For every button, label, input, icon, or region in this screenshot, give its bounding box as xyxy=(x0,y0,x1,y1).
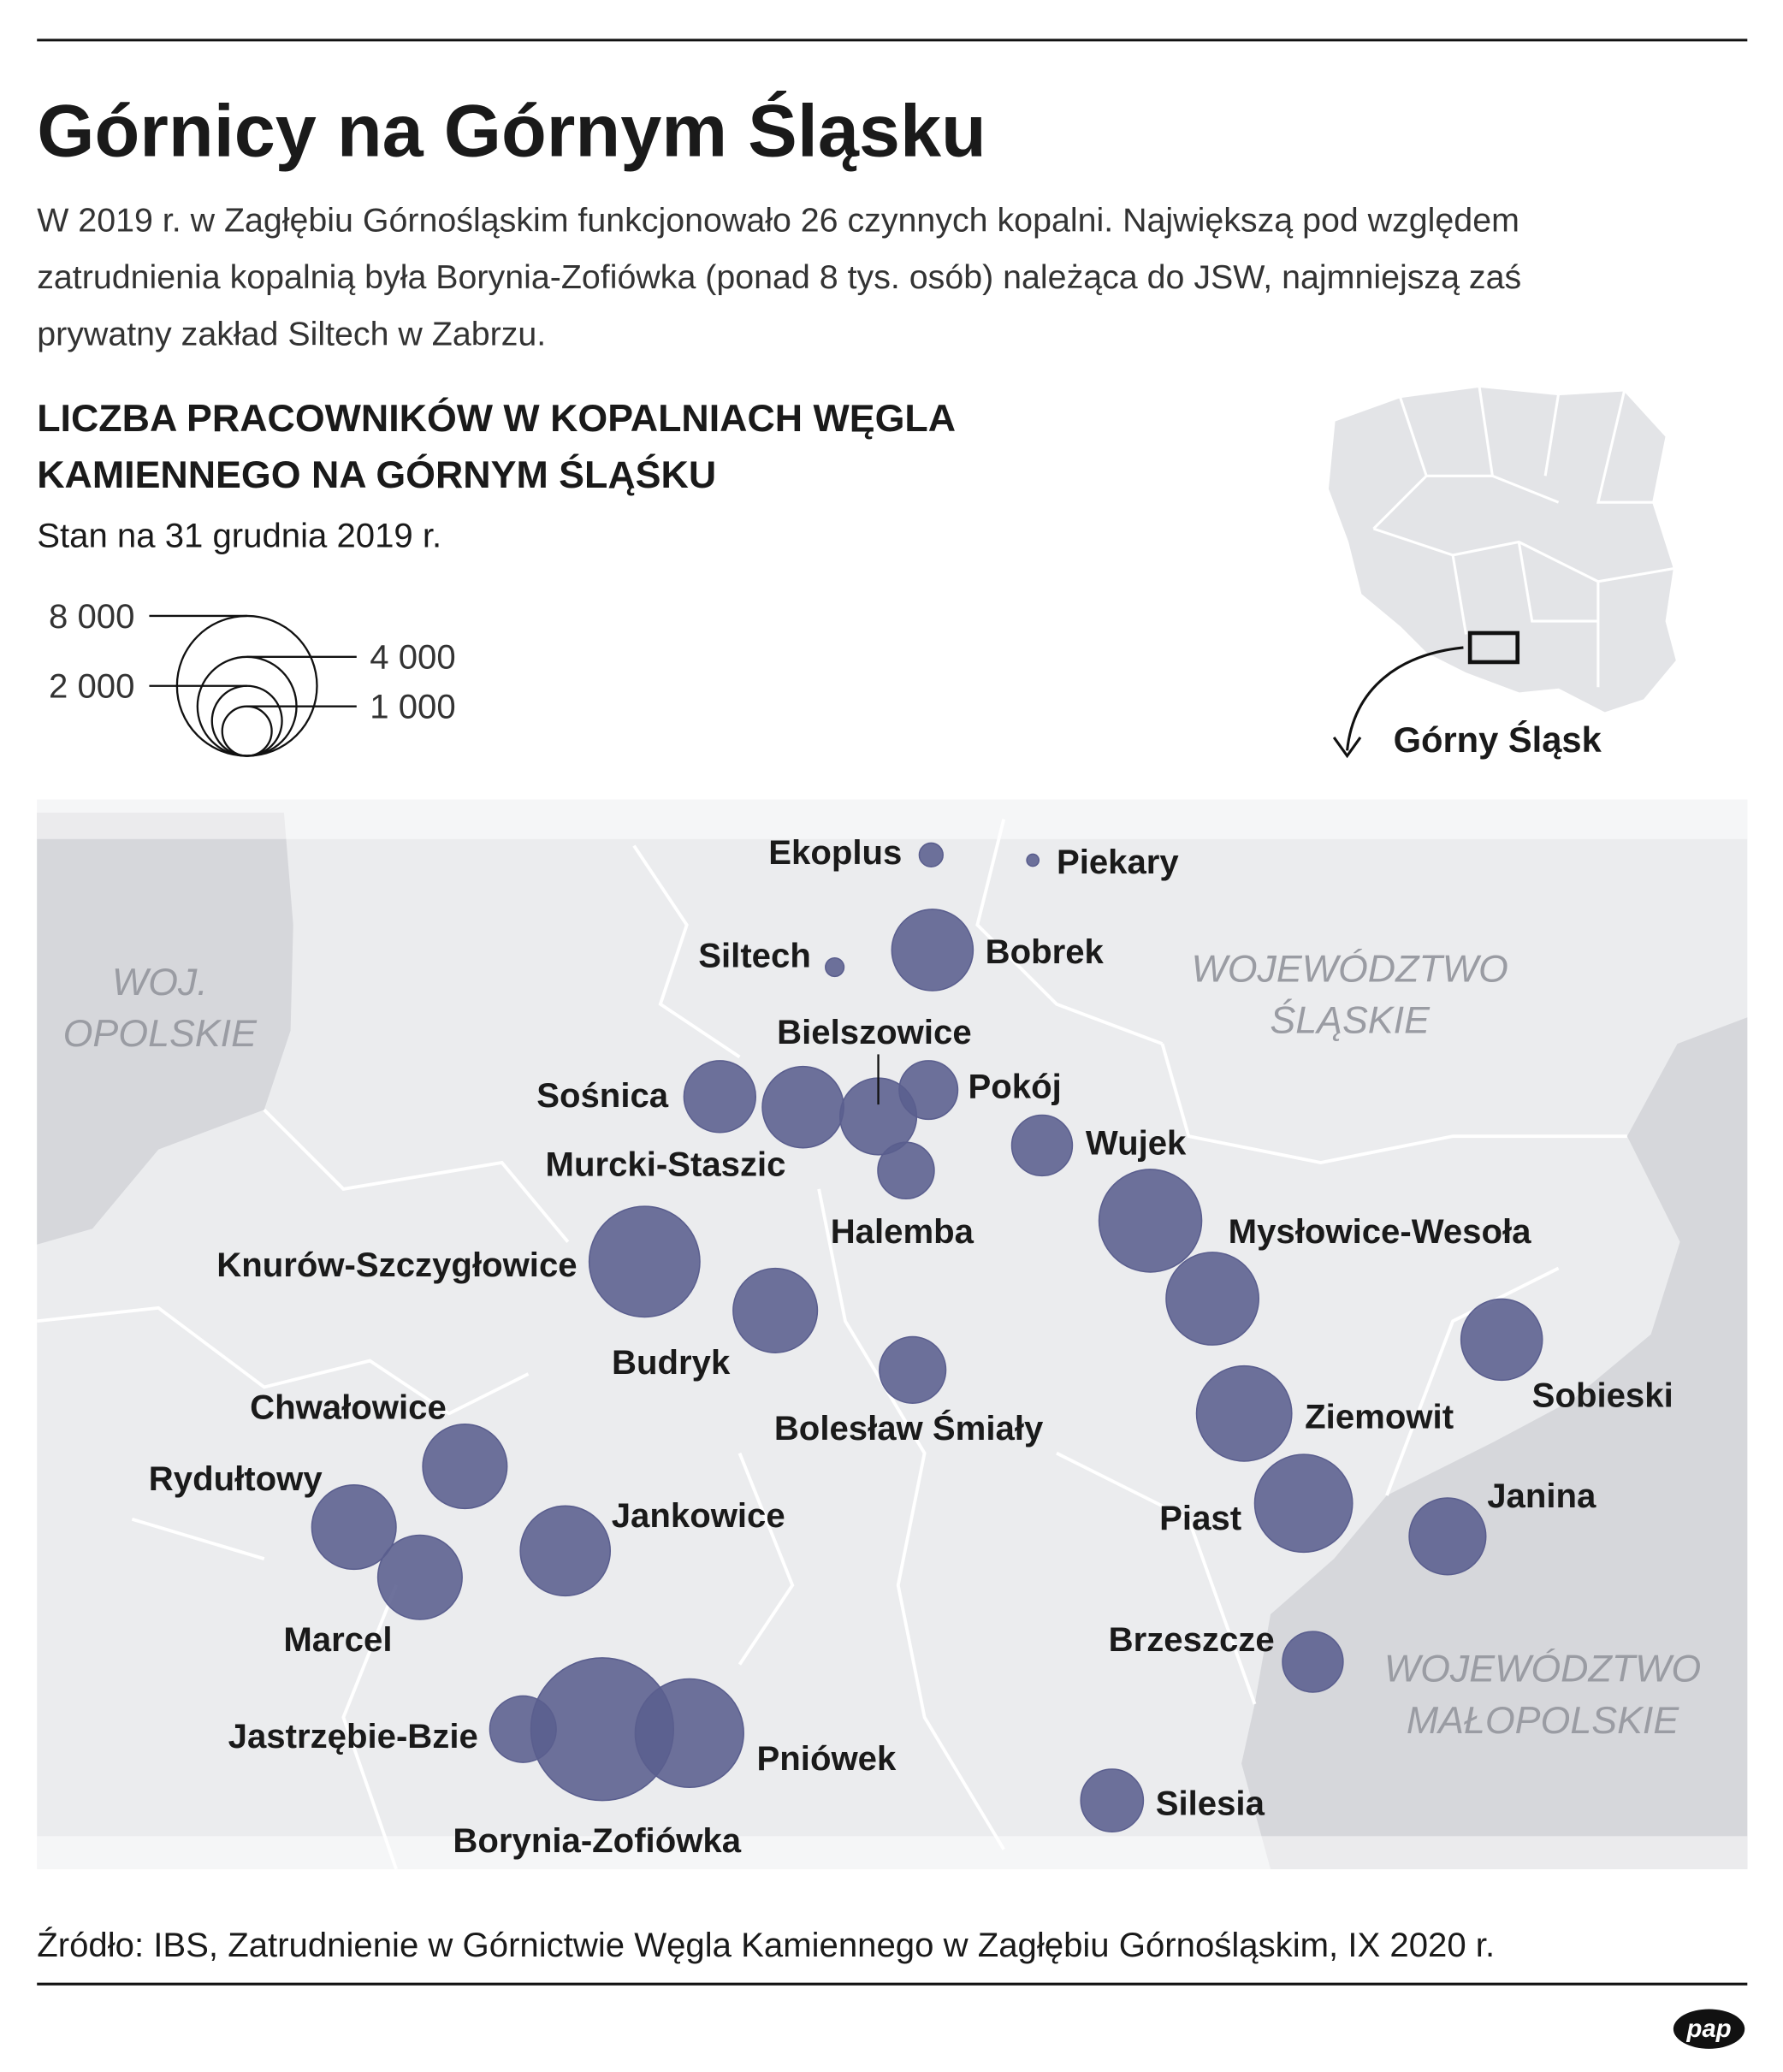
source: Źródło: IBS, Zatrudnienie w Górnictwie W… xyxy=(37,1926,1495,1964)
mine-bubble xyxy=(376,1534,463,1620)
mine-bubble xyxy=(1282,1631,1344,1693)
region-label: MAŁOPOLSKIE xyxy=(1407,1699,1679,1742)
mine-bubble xyxy=(311,1484,397,1571)
mine-bubble xyxy=(519,1505,612,1597)
mine-bubble xyxy=(879,1335,947,1404)
mine-label: Sobieski xyxy=(1532,1376,1673,1415)
region-label: WOJEWÓDZTWO xyxy=(1191,948,1508,991)
mine-label: Bolesław Śmiały xyxy=(774,1408,1044,1447)
logo: pap xyxy=(1685,2015,1731,2043)
inset-label: Górny Śląsk xyxy=(1394,719,1602,760)
mine-bubble xyxy=(1080,1768,1145,1832)
mine-label: Knurów-Szczygłowice xyxy=(216,1246,577,1284)
mine-label: Borynia-Zofiówka xyxy=(453,1821,741,1860)
mine-label: Bobrek xyxy=(986,932,1105,971)
legend-label: 1 000 xyxy=(370,688,455,726)
mine-label: Rydułtowy xyxy=(149,1459,323,1498)
mine-bubble xyxy=(1026,853,1040,867)
logo-badge xyxy=(1673,2009,1745,2049)
mine-label: Ziemowit xyxy=(1305,1397,1454,1436)
mine-label: Wujek xyxy=(1086,1124,1187,1163)
mine-labels: Ekoplus Piekary Siltech Bobrek Bielszowice So… xyxy=(149,833,1673,1860)
mine-label: Sośnica xyxy=(536,1076,669,1115)
mine-bubble xyxy=(732,1267,819,1353)
mine-bubble xyxy=(918,842,944,867)
region-label: WOJ. xyxy=(112,961,208,1003)
title: Górnicy na Górnym Śląsku xyxy=(37,90,986,173)
mine-bubble xyxy=(825,956,845,978)
region-label: ŚLĄSKIE xyxy=(1270,998,1431,1042)
mine-bubble xyxy=(1165,1252,1260,1346)
region-label: OPOLSKIE xyxy=(63,1012,258,1055)
bubbles xyxy=(311,842,1543,1832)
legend-label: 2 000 xyxy=(49,667,134,706)
map-title: LICZBA PRACOWNIKÓW W KOPALNIACH WĘGLA KAM… xyxy=(37,397,956,496)
mine-bubble xyxy=(891,909,974,992)
intro-line: W 2019 r. w Zagłębiu Górnośląskim funkcj… xyxy=(37,202,1519,240)
mine-bubble xyxy=(634,1678,744,1789)
inset-map: Górny Śląsk xyxy=(1325,384,1679,760)
mine-bubble xyxy=(1195,1365,1293,1462)
mine-label: Janina xyxy=(1487,1477,1596,1515)
mine-label: Murcki-Staszic xyxy=(546,1145,786,1183)
region-label: WOJEWÓDZTWO xyxy=(1384,1648,1701,1690)
legend-label: 4 000 xyxy=(370,638,455,677)
mine-bubble xyxy=(1253,1453,1354,1554)
intro-line: zatrudnienia kopalnią była Borynia-Zofió… xyxy=(37,258,1521,296)
mine-bubble xyxy=(761,1065,844,1149)
mine-label: Piast xyxy=(1159,1499,1241,1537)
mine-label: Pokój xyxy=(969,1067,1062,1105)
mine-bubble xyxy=(877,1141,935,1200)
mine-bubble xyxy=(1010,1114,1074,1177)
mine-label: Halemba xyxy=(831,1212,974,1251)
mine-label: Brzeszcze xyxy=(1109,1620,1275,1659)
mine-label: Jankowice xyxy=(612,1496,785,1535)
mine-bubble xyxy=(1408,1497,1487,1576)
mine-label: Bielszowice xyxy=(777,1013,971,1051)
legend: 8 000 4 000 2 000 1 000 xyxy=(49,597,456,757)
legend-label: 8 000 xyxy=(49,597,134,636)
map-title-line: LICZBA PRACOWNIKÓW W KOPALNIACH WĘGLA xyxy=(37,397,956,440)
mine-label: Budryk xyxy=(612,1343,731,1382)
mine-bubble xyxy=(1460,1298,1543,1382)
mine-label: Mysłowice-Wesoła xyxy=(1229,1212,1532,1251)
mine-bubble xyxy=(898,1060,959,1121)
mine-bubble xyxy=(588,1205,701,1318)
mine-label: Piekary xyxy=(1057,843,1179,881)
intro-line: prywatny zakład Siltech w Zabrzu. xyxy=(37,315,546,352)
map-title-line: KAMIENNEGO NA GÓRNYM ŚLĄŚKU xyxy=(37,453,716,496)
mine-bubble xyxy=(683,1060,757,1134)
mine-bubble xyxy=(422,1424,508,1510)
mine-label: Siltech xyxy=(698,937,811,975)
legend-circle xyxy=(221,705,273,757)
map-subtitle: Stan na 31 grudnia 2019 r. xyxy=(37,517,441,555)
legend-circle xyxy=(210,684,283,757)
mine-label: Pniówek xyxy=(757,1739,897,1778)
intro: W 2019 r. w Zagłębiu Górnośląskim funkcj… xyxy=(37,202,1521,353)
mine-bubble xyxy=(1098,1169,1203,1273)
mine-label: Jastrzębie-Bzie xyxy=(228,1717,478,1755)
mine-label: Silesia xyxy=(1156,1785,1265,1823)
mine-label: Chwałowice xyxy=(250,1388,447,1426)
mine-label: Ekoplus xyxy=(768,833,902,872)
region-labels: WOJ. OPOLSKIE WOJEWÓDZTWO ŚLĄSKIE WOJEWÓDZTW… xyxy=(63,948,1702,1742)
mine-label: Marcel xyxy=(283,1620,392,1659)
